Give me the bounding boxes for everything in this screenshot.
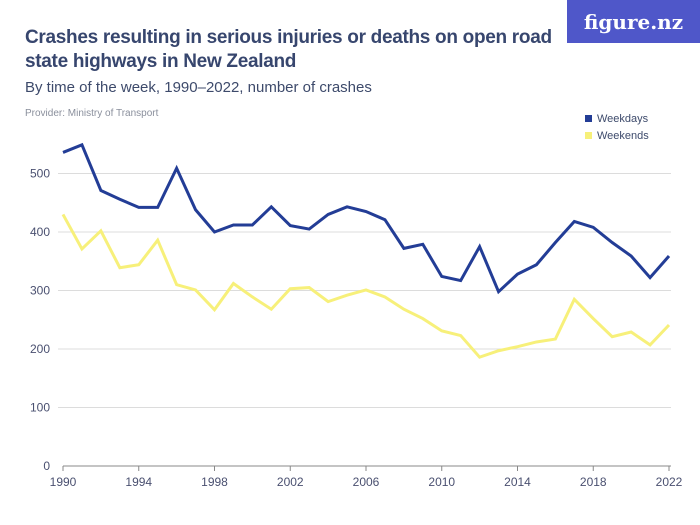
legend-label-weekdays: Weekdays [597,113,649,125]
x-tick-label: 2014 [504,475,531,489]
y-tick-label: 100 [30,401,50,415]
series-line-weekdays [62,142,671,295]
series-line-weekends [61,213,671,359]
x-tick-label: 1998 [201,475,228,489]
y-tick-label: 0 [43,459,50,473]
figure-nz-logo[interactable]: figure.nz [567,0,700,43]
legend-swatch-weekends [585,132,592,139]
x-tick-label: 2022 [656,475,683,489]
y-tick-label: 200 [30,342,50,356]
legend-label-weekends: Weekends [597,130,649,142]
chart-subtitle: By time of the week, 1990–2022, number o… [25,79,372,96]
x-tick-label: 2010 [428,475,455,489]
x-tick-label: 1994 [125,475,152,489]
provider-label: Provider: Ministry of Transport [25,108,159,119]
x-tick-label: 2002 [277,475,304,489]
y-tick-label: 400 [30,225,50,239]
x-tick-label: 2018 [580,475,607,489]
x-tick-label: 2006 [353,475,380,489]
chart-title: Crashes resulting in serious injuries or… [25,27,552,72]
x-tick-label: 1990 [50,475,77,489]
y-tick-label: 500 [30,167,50,181]
legend-swatch-weekdays [585,115,592,122]
y-tick-label: 300 [30,284,50,298]
